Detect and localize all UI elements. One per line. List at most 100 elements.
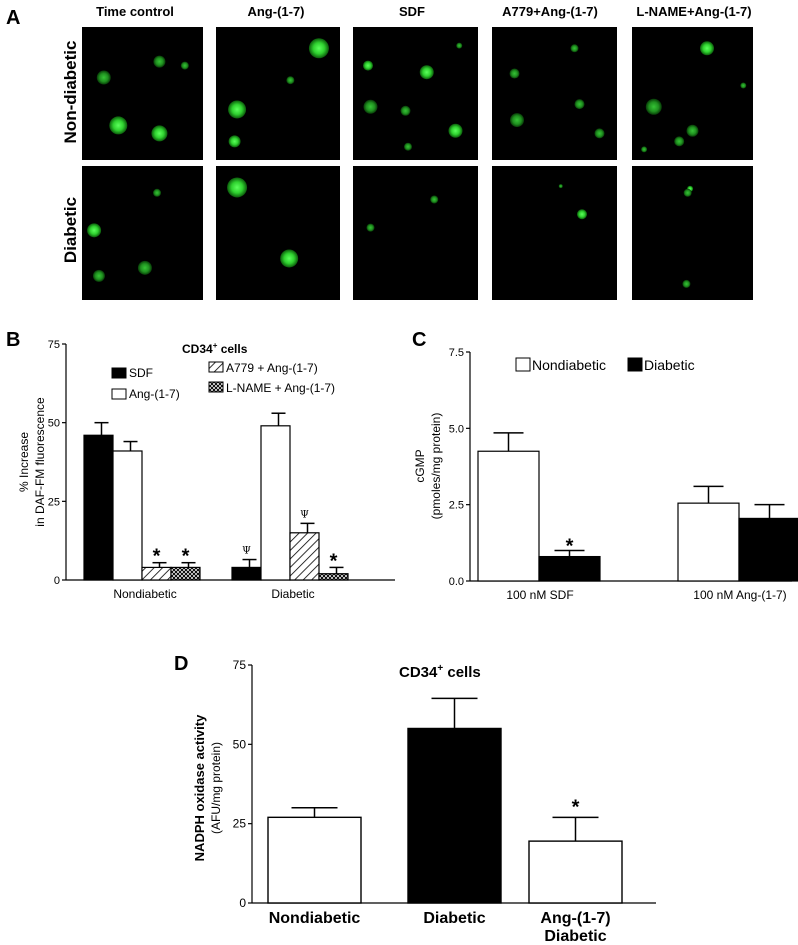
fluorescent-cell: [509, 68, 520, 79]
legend-b-a779-label: A779 + Ang-(1-7): [226, 361, 318, 375]
fluorescent-cell: [228, 135, 241, 148]
col-header-time-control: Time control: [96, 4, 174, 19]
b-annotation: *: [330, 550, 338, 572]
chart-b: 0 25 50 75 * * Ψ Ψ * Nondiabetic Diabetic: [48, 339, 395, 601]
d-ylabel-line1: NADPH oxidase activity: [192, 714, 207, 861]
fluorescent-cell: [280, 249, 299, 268]
legend-b-a779-swatch: [208, 361, 224, 373]
b-annotation: *: [153, 546, 161, 568]
b-bar: [170, 566, 201, 581]
b-y-tick-label: 50: [48, 418, 60, 430]
fluorescent-cell: [96, 70, 111, 85]
fluorescent-cell: [574, 99, 585, 110]
b-ylabel-line1: % Increase: [17, 432, 31, 492]
row-label-non-diabetic: Non-diabetic: [61, 41, 80, 144]
d-y-tick-label: 0: [239, 896, 246, 910]
fluorescent-cell: [109, 116, 128, 135]
d-category-label: Diabetic: [423, 910, 485, 927]
row-label-diabetic: Diabetic: [61, 197, 80, 263]
b-annotation: Ψ: [300, 509, 309, 520]
fluorescent-cell: [558, 184, 563, 189]
b-ylabel-line2: in DAF-FM fluorescence: [33, 397, 47, 527]
b-annotation: Ψ: [242, 546, 251, 557]
c-category-label: 100 nM Ang-(1-7): [693, 588, 786, 602]
b-bar: [260, 425, 291, 581]
b-bar: [83, 434, 114, 581]
fluorescent-cell: [151, 125, 168, 142]
b-bar: [141, 566, 172, 581]
fluorescent-cell: [683, 188, 692, 197]
b-bar: [231, 566, 262, 581]
b-title: CD34+ cells: [182, 341, 248, 356]
col-header-sdf: SDF: [399, 4, 425, 19]
d-bar: [267, 816, 362, 904]
chart-c: 0.0 2.5 5.0 7.5 * 100 nM SDF 100 nM Ang-(1-7): [449, 347, 798, 602]
legend-c-nondiabetic-label: Nondiabetic: [532, 357, 606, 373]
b-bar: [318, 573, 349, 581]
fluorescent-cell: [153, 55, 166, 68]
d-category-label: Ang-(1-7): [540, 910, 610, 927]
legend-b-sdf-label: SDF: [129, 366, 153, 380]
fluorescent-cell: [577, 209, 587, 220]
b-y-tick-label: 0: [54, 575, 60, 587]
fluorescent-cell: [286, 76, 295, 85]
c-y-tick-label: 7.5: [449, 347, 464, 359]
d-y-tick-label: 75: [233, 658, 247, 672]
micrograph-panel: [632, 166, 753, 300]
d-bar: [528, 840, 623, 904]
fluorescent-cell: [308, 38, 329, 59]
fluorescent-cell: [404, 142, 412, 151]
panel-a-label: A: [6, 7, 20, 29]
c-bar: [538, 555, 601, 582]
micrograph-panel: [632, 27, 753, 160]
fluorescent-cell: [674, 136, 685, 147]
c-bar: [738, 517, 798, 582]
legend-c-diabetic-label: Diabetic: [644, 357, 695, 373]
chart-b-legend: SDF Ang-(1-7) A779 + Ang-(1-7) L-NAME + …: [111, 361, 335, 401]
fluorescent-cell: [510, 113, 524, 128]
b-bar: [112, 450, 143, 581]
micrograph-panel: [353, 27, 478, 160]
fluorescent-cell: [363, 99, 378, 114]
legend-b-lname-label: L-NAME + Ang-(1-7): [226, 381, 335, 395]
d-category-sublabel: Diabetic: [544, 928, 606, 945]
col-header-a779-ang17: A779+Ang-(1-7): [502, 4, 598, 19]
c-bar: [677, 502, 740, 582]
b-annotation: *: [182, 546, 190, 568]
fluorescent-cell: [419, 65, 434, 80]
b-bar: [289, 532, 320, 581]
fluorescent-cell: [682, 279, 691, 288]
fluorescent-cell: [180, 61, 189, 70]
legend-b-lname-swatch: [208, 381, 224, 393]
fluorescent-cell: [137, 260, 152, 275]
chart-c-legend: Nondiabetic Diabetic: [515, 357, 695, 373]
fluorescent-cell: [686, 124, 699, 137]
c-bar: [477, 450, 540, 582]
c-y-tick-label: 5.0: [449, 423, 464, 435]
d-y-tick-label: 50: [233, 737, 247, 751]
c-ylabel-line1: cGMP: [413, 449, 427, 482]
fluorescent-cell: [645, 98, 662, 115]
micrograph-grid: [82, 27, 753, 300]
d-annotation: *: [572, 796, 580, 818]
legend-b-ang17-label: Ang-(1-7): [129, 387, 180, 401]
fluorescent-cell: [430, 195, 439, 204]
legend-b-ang17-swatch: [111, 388, 127, 400]
d-y-tick-label: 25: [233, 817, 247, 831]
legend-b-sdf-swatch: [111, 367, 127, 379]
fluorescent-cell: [363, 60, 373, 71]
fluorescent-cell: [448, 123, 463, 138]
fluorescent-cell: [153, 188, 162, 197]
c-y-tick-label: 2.5: [449, 500, 464, 512]
c-y-tick-label: 0.0: [449, 576, 464, 588]
col-header-lname-ang17: L-NAME+Ang-(1-7): [636, 4, 751, 19]
fluorescent-cell: [227, 177, 248, 198]
fluorescent-cell: [456, 42, 463, 49]
b-y-tick-label: 25: [48, 496, 60, 508]
legend-c-nondiabetic-swatch: [515, 357, 531, 372]
micrograph-panel: [82, 27, 203, 160]
fluorescent-cell: [366, 223, 375, 232]
b-y-tick-label: 75: [48, 339, 60, 351]
fluorescent-cell: [400, 105, 411, 116]
